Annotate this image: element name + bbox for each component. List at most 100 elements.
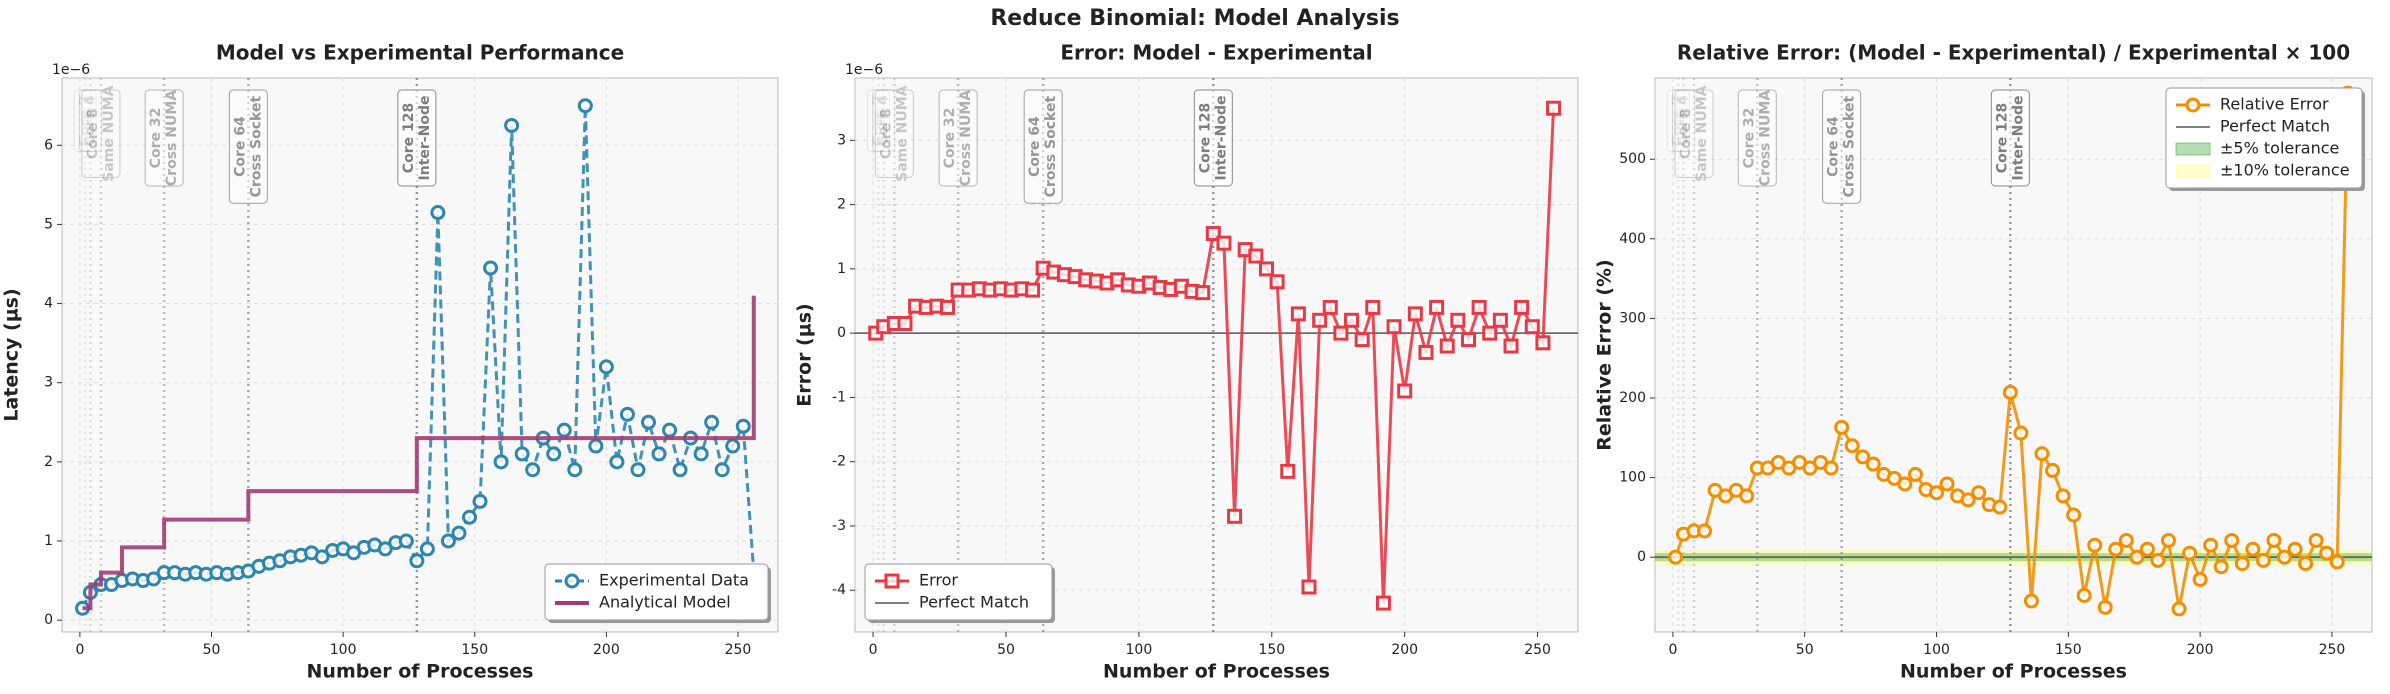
legend-label: Perfect Match (919, 593, 1029, 612)
y-tick-label: 3 (837, 132, 846, 148)
annotation-text: Same NUMA (894, 85, 910, 182)
legend-box (864, 563, 1053, 621)
marker (619, 406, 635, 422)
x-axis-label: Number of Processes (307, 661, 534, 683)
marker (1697, 523, 1713, 539)
x-tick-label: 250 (725, 642, 752, 658)
marker (430, 205, 446, 221)
marker (651, 446, 667, 462)
annotation-box (1666, 89, 1690, 153)
annotation-text: Same NUMA (1694, 85, 1710, 182)
marker (1823, 460, 1839, 476)
marker (1418, 344, 1434, 360)
marker (1269, 274, 1285, 290)
marker (1907, 466, 1923, 482)
annotation-text: Core 4 (876, 95, 892, 146)
marker (419, 541, 435, 557)
marker (609, 454, 625, 470)
annotation-box (1990, 89, 2030, 187)
marker (1865, 456, 1881, 472)
y-tick-label: -3 (832, 518, 846, 534)
marker (2118, 532, 2134, 548)
annotation: Core 2 (866, 89, 890, 153)
annotation: Core 64 Cross Socket (1023, 89, 1063, 204)
marker (2023, 593, 2039, 609)
marker (440, 533, 456, 549)
marker (1397, 383, 1413, 399)
x-tick-label: 200 (2187, 642, 2214, 658)
annotation-text: Cross NUMA (958, 90, 974, 186)
marker (2150, 552, 2166, 568)
marker (1482, 325, 1498, 341)
annotation-box (938, 89, 978, 187)
y-tick-label: 400 (1619, 231, 1646, 247)
marker (1524, 319, 1540, 335)
annotation-box (1023, 89, 1063, 204)
annotation: Core 32 Cross NUMA (144, 89, 184, 187)
marker (314, 549, 330, 565)
marker (588, 438, 604, 454)
marker (2298, 556, 2314, 572)
annotation: Core 2 (73, 89, 97, 153)
y-tick-label: 5 (44, 216, 53, 232)
marker (377, 541, 393, 557)
y-axis-label: Relative Error (%) (1594, 259, 1616, 451)
marker (2097, 599, 2113, 615)
marker (1280, 463, 1296, 479)
x-tick-label: 150 (461, 642, 488, 658)
marker (1333, 325, 1349, 341)
annotation-box (228, 89, 268, 204)
marker (398, 533, 414, 549)
annotation-box (78, 89, 102, 153)
legend-label: Error (919, 571, 958, 590)
annotation: Core 8 Same NUMA (874, 85, 914, 182)
marker (2087, 537, 2103, 553)
marker (2139, 541, 2155, 557)
marker (1535, 335, 1551, 351)
annotation-box (874, 89, 914, 178)
marker (662, 422, 678, 438)
subplot: 0 50 100 150 200 250 0 100 200 300 400 500 Relative … (1594, 41, 2373, 683)
x-tick-label: 50 (203, 642, 221, 658)
marker (483, 260, 499, 276)
x-axis-label: Number of Processes (1103, 661, 1330, 683)
subplot-title: Error: Model - Experimental (1060, 41, 1372, 65)
y-axis-label: Latency (µs) (1, 288, 23, 421)
marker (2224, 532, 2240, 548)
legend-marker (2185, 97, 2201, 113)
y-tick-label: 2 (837, 197, 846, 213)
y-tick-label: -1 (832, 389, 846, 405)
annotation-text: Cross NUMA (1757, 90, 1773, 186)
marker (714, 462, 730, 478)
y-axis-label: Error (µs) (794, 303, 816, 406)
marker (2171, 601, 2187, 617)
marker (1503, 338, 1519, 354)
legend-box (544, 563, 769, 621)
x-tick-label: 250 (1524, 642, 1551, 658)
legend-label: Experimental Data (599, 571, 749, 590)
marker (1301, 579, 1317, 595)
marker (1205, 226, 1221, 242)
marker (640, 414, 656, 430)
marker (1992, 499, 2008, 515)
x-tick-label: 150 (2055, 642, 2082, 658)
marker (1971, 485, 1987, 501)
legend-label: ±5% tolerance (2220, 139, 2339, 158)
annotation-text: Cross Socket (1842, 96, 1858, 198)
x-tick-label: 100 (330, 642, 357, 658)
annotation-text: Core 64 (1027, 116, 1043, 177)
marker (672, 462, 688, 478)
annotation-box (1674, 89, 1714, 178)
annotation-text: Core 8 (85, 108, 101, 159)
marker (409, 553, 425, 569)
annotation: Core 128 Inter-Node (1193, 89, 1233, 187)
plot-content (855, 78, 1578, 632)
marker (2002, 384, 2018, 400)
marker (556, 422, 572, 438)
marker (2276, 549, 2292, 565)
y-tick-label: 0 (837, 325, 846, 341)
y-tick-label: 500 (1619, 151, 1646, 167)
annotation: Core 32 Cross NUMA (1737, 89, 1777, 187)
x-tick-label: 0 (75, 642, 84, 658)
marker (1227, 508, 1243, 524)
